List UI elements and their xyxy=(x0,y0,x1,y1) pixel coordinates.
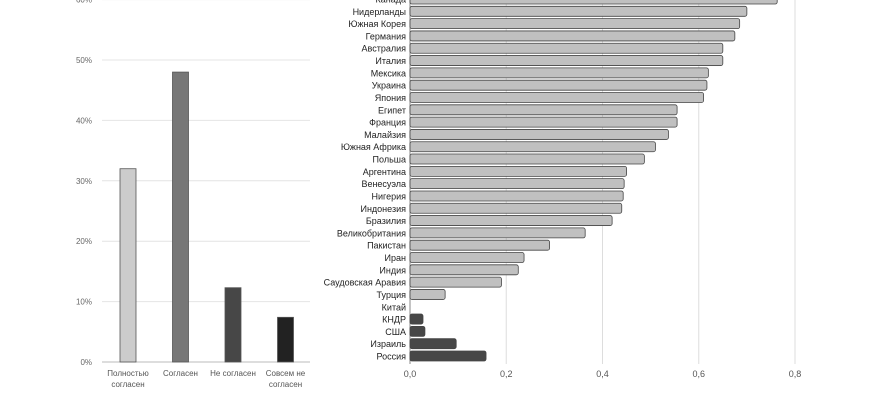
bar xyxy=(409,116,678,128)
bar xyxy=(409,215,613,226)
bar xyxy=(119,168,137,363)
bar xyxy=(409,0,778,5)
country-label: Мексика xyxy=(371,68,406,78)
bar xyxy=(409,264,519,276)
country-label: Южная Африка xyxy=(341,142,406,152)
bar xyxy=(277,316,294,363)
country-bar-chart: 0,0 0,2 0,4 0,6 0,8 Канада Нидерланды Южная Кор… xyxy=(324,0,802,379)
x-tick-label: 0,6 xyxy=(692,369,705,379)
bar xyxy=(409,18,741,30)
y-tick-label: 60% xyxy=(76,0,92,5)
x-tick-label: 0,0 xyxy=(404,369,417,379)
x-category-label: Согласен xyxy=(163,369,198,378)
x-category-label: Не согласен xyxy=(210,369,256,378)
country-label: Канада xyxy=(376,0,406,5)
country-label: Нигерия xyxy=(371,191,406,201)
country-label: Нидерланды xyxy=(353,7,406,17)
bar xyxy=(409,313,424,325)
bar xyxy=(409,141,656,153)
x-category-label: Полностью xyxy=(107,369,148,378)
country-label: Пакистан xyxy=(367,241,406,251)
bar xyxy=(409,42,724,54)
bar xyxy=(172,71,189,363)
x-tick-label: 0,2 xyxy=(500,369,513,379)
x-tick-label: 0,4 xyxy=(596,369,609,379)
country-label: США xyxy=(385,327,406,337)
bar xyxy=(409,325,426,337)
country-label: Египет xyxy=(378,105,406,115)
country-label: Франция xyxy=(369,118,406,128)
bar xyxy=(409,30,736,42)
bar xyxy=(409,227,586,239)
x-category-label: согласен xyxy=(111,380,144,389)
country-label: Австралия xyxy=(362,44,407,54)
x-tick-label: 0,8 xyxy=(789,369,802,379)
country-label: Израиль xyxy=(370,339,406,349)
bar xyxy=(409,350,487,362)
bar xyxy=(409,55,724,66)
country-label: Индонезия xyxy=(360,204,406,214)
country-label: Турция xyxy=(377,290,407,300)
bar xyxy=(409,239,550,251)
country-label: Россия xyxy=(376,352,406,362)
x-category-label: Совсем не xyxy=(266,369,306,378)
country-label: Аргентина xyxy=(363,167,406,177)
country-label: Германия xyxy=(366,31,406,41)
country-label: Польша xyxy=(373,155,406,165)
country-label: Иран xyxy=(385,253,406,263)
bar xyxy=(409,79,708,91)
bar xyxy=(409,338,457,350)
bar xyxy=(409,5,748,17)
country-label: КНДР xyxy=(382,315,406,325)
y-tick-label: 20% xyxy=(76,237,92,246)
country-label: Саудовская Аравия xyxy=(324,278,406,288)
bar xyxy=(409,165,627,177)
bar xyxy=(409,129,669,140)
y-tick-label: 40% xyxy=(76,116,92,125)
y-tick-label: 30% xyxy=(76,177,92,186)
y-tick-label: 10% xyxy=(76,298,92,307)
bar xyxy=(409,67,709,79)
bar xyxy=(224,287,242,363)
bar xyxy=(409,289,446,300)
country-label: Бразилия xyxy=(366,216,406,226)
bar xyxy=(409,190,624,202)
country-label: Украина xyxy=(372,81,406,91)
country-label: Малайзия xyxy=(364,130,406,140)
country-label: Индия xyxy=(379,265,406,275)
y-tick-label: 0% xyxy=(80,358,92,367)
country-label: Китай xyxy=(382,302,406,312)
y-tick-label: 50% xyxy=(76,56,92,65)
country-label: Венесуэла xyxy=(361,179,406,189)
country-label: Япония xyxy=(375,93,406,103)
bar xyxy=(409,153,645,165)
agreement-bar-chart: 0% 10% 20% 30% 40% 50% 60% Полностью согласен Сог… xyxy=(76,0,310,389)
bar xyxy=(409,252,525,263)
bar xyxy=(409,92,704,103)
bar xyxy=(409,276,502,288)
country-label: Великобритания xyxy=(337,228,406,238)
country-label: Южная Корея xyxy=(348,19,406,29)
bar xyxy=(409,202,623,214)
x-category-label: согласен xyxy=(269,380,302,389)
bar xyxy=(409,178,625,190)
country-label: Италия xyxy=(375,56,406,66)
bar xyxy=(409,104,678,116)
